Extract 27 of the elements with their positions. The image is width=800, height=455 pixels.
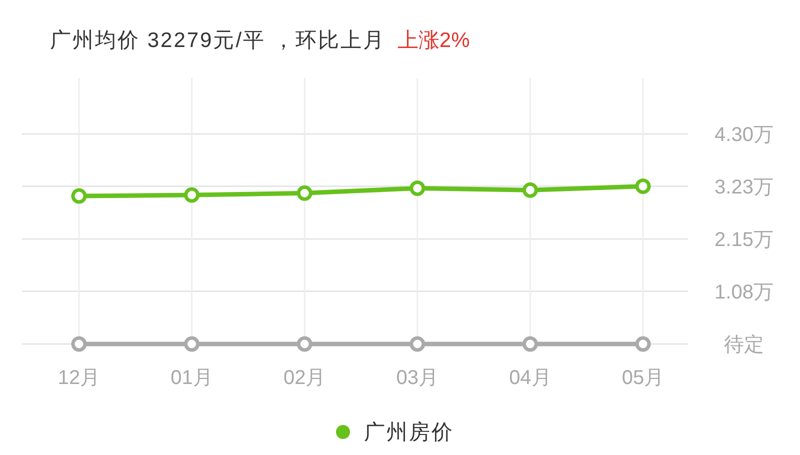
x-tick-label: 04月 — [509, 367, 552, 389]
x-tick-label: 02月 — [283, 367, 326, 389]
y-tick-label: 2.15万 — [714, 229, 774, 251]
legend: 广州房价 — [336, 421, 454, 444]
point — [410, 336, 426, 352]
point — [71, 188, 87, 204]
x-tick-label: 05月 — [622, 367, 664, 389]
point — [184, 336, 200, 352]
point — [71, 336, 87, 352]
point — [522, 336, 538, 352]
point — [635, 336, 651, 352]
y-tick-label: 4.30万 — [714, 124, 774, 146]
y-tick-label: 待定 — [724, 334, 764, 356]
legend-label: 广州房价 — [364, 421, 454, 444]
point — [296, 185, 312, 201]
y-tick-label: 3.23万 — [714, 176, 774, 198]
point — [296, 336, 312, 352]
point — [410, 180, 426, 196]
title: 广州均价 32279元/平 ，环比上月 — [50, 29, 386, 52]
y-tick-label: 1.08万 — [714, 281, 774, 304]
point — [184, 187, 200, 203]
x-tick-label: 01月 — [170, 367, 213, 389]
x-tick-label: 03月 — [396, 367, 439, 389]
subtitle: 上涨2% — [397, 29, 470, 52]
point — [635, 178, 651, 194]
point — [522, 182, 538, 198]
x-tick-label: 12月 — [58, 367, 100, 389]
